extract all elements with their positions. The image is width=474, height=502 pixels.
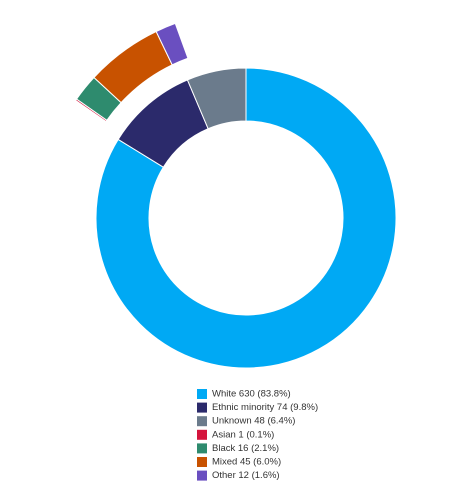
legend-swatch xyxy=(197,389,207,399)
legend-swatch xyxy=(197,416,207,427)
legend-swatch xyxy=(197,470,207,481)
legend-label: Asian 1 (0.1%) xyxy=(212,429,274,440)
legend-label: White 630 (83.8%) xyxy=(212,389,291,400)
donut-slice xyxy=(186,67,247,130)
detail-slice xyxy=(155,22,189,66)
legend-swatch xyxy=(197,443,207,454)
legend-label: Ethnic minority 74 (9.8%) xyxy=(212,402,318,413)
legend-label: Mixed 45 (6.0%) xyxy=(212,457,281,468)
legend-label: Other 12 (1.6%) xyxy=(212,470,280,481)
donut-slice xyxy=(95,67,397,369)
legend-swatch xyxy=(197,457,207,467)
legend-label: Black 16 (2.1%) xyxy=(212,443,279,454)
legend-swatch xyxy=(197,402,207,413)
legend-swatch xyxy=(197,429,207,440)
legend-label: Unknown 48 (6.4%) xyxy=(212,416,295,427)
